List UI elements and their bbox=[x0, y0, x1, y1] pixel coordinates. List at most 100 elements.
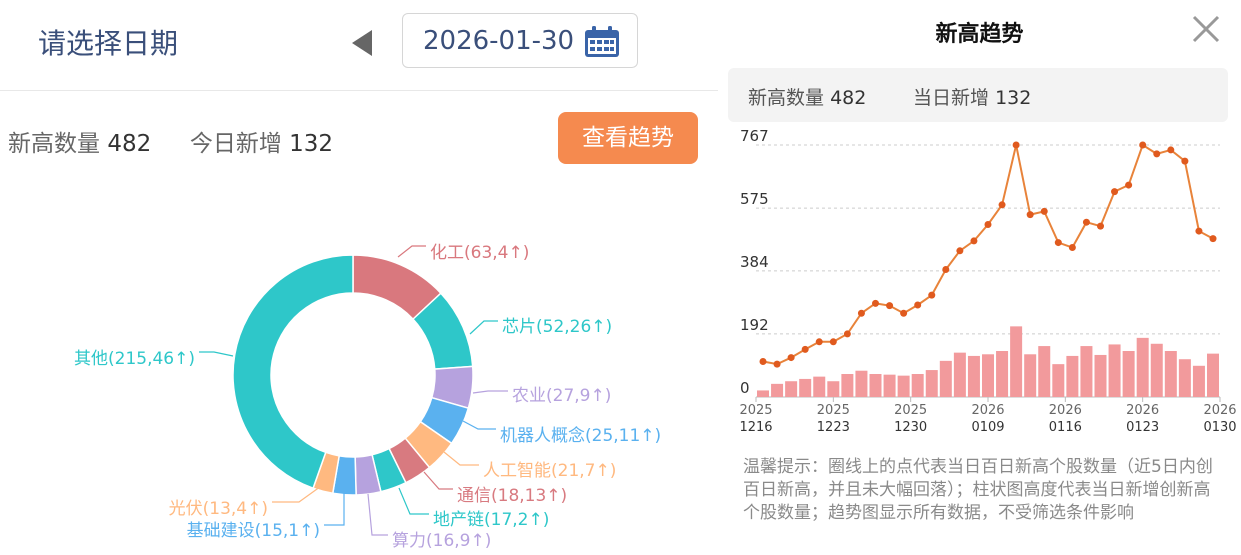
donut-leader-line bbox=[397, 245, 426, 258]
x-tick-year: 2026 bbox=[1203, 403, 1236, 418]
summary-new-high-label: 新高数量 bbox=[748, 87, 825, 109]
donut-leader-line bbox=[199, 351, 234, 357]
trend-point bbox=[1012, 141, 1020, 149]
trend-bar bbox=[1066, 355, 1079, 397]
trend-point bbox=[829, 338, 837, 346]
trend-point bbox=[956, 247, 964, 255]
trend-panel: 新高趋势 新高数量 482 当日新增 132 767 575 384 192 0 2025… bbox=[718, 0, 1241, 555]
trend-chart: 767 575 384 192 0 2025 1216 2025 1223 2025 1230 202… bbox=[739, 127, 1236, 435]
trend-line bbox=[762, 143, 1214, 366]
trend-point bbox=[1026, 211, 1034, 219]
trend-bar bbox=[897, 375, 910, 397]
today-new-value: 132 bbox=[289, 131, 334, 157]
calendar-icon[interactable] bbox=[584, 26, 620, 58]
x-tick-date: 0116 bbox=[1049, 420, 1082, 435]
x-tick-year: 2026 bbox=[1049, 403, 1082, 418]
y-tick-label: 0 bbox=[740, 379, 750, 397]
donut-leader-line bbox=[423, 471, 453, 490]
trend-bar bbox=[925, 370, 938, 397]
x-tick-date: 1230 bbox=[894, 420, 927, 435]
trend-bar bbox=[982, 354, 994, 397]
trend-bar bbox=[799, 378, 812, 397]
trend-bar bbox=[813, 376, 826, 397]
trend-bar bbox=[841, 374, 854, 397]
trend-point bbox=[1209, 235, 1217, 243]
donut-leader-line bbox=[443, 451, 479, 466]
close-icon[interactable] bbox=[1190, 13, 1222, 45]
trend-bar bbox=[827, 381, 840, 397]
sector-panel: 请选择日期 2026-01-30 新高数量 482 今日新增 132 查看趋势 … bbox=[0, 13, 718, 551]
trend-point bbox=[759, 358, 767, 366]
trend-bar bbox=[939, 360, 952, 397]
x-tick-date: 0109 bbox=[971, 420, 1004, 435]
trend-bar bbox=[771, 383, 784, 397]
trend-point bbox=[773, 360, 781, 368]
x-tick-date: 0130 bbox=[1203, 420, 1236, 435]
trend-point bbox=[900, 309, 908, 317]
donut-label: 芯片(52,26↑) bbox=[502, 317, 612, 337]
trend-point bbox=[998, 201, 1006, 209]
trend-point bbox=[1082, 218, 1090, 226]
donut-leader-line bbox=[472, 390, 508, 394]
trend-bar bbox=[1010, 326, 1023, 397]
trend-bar bbox=[1136, 337, 1149, 397]
trend-bar bbox=[953, 352, 966, 397]
trend-point bbox=[787, 354, 795, 362]
y-tick-label: 575 bbox=[740, 190, 769, 208]
trend-bar bbox=[855, 370, 868, 397]
summary-today: 当日新增 132 bbox=[913, 83, 1031, 110]
y-tick-label: 767 bbox=[740, 127, 769, 145]
x-tick-date: 1223 bbox=[817, 420, 850, 435]
trend-point bbox=[1153, 150, 1161, 158]
trend-bar bbox=[1052, 364, 1065, 397]
new-high-label: 新高数量 bbox=[8, 131, 100, 157]
view-trend-button[interactable]: 查看趋势 bbox=[558, 112, 698, 164]
donut-label: 农业(27,9↑) bbox=[512, 386, 611, 406]
tip-text: 温馨提示：圈线上的点代表当日百日新高个股数量（近5日内创百日新高，并且未大幅回落… bbox=[743, 457, 1213, 523]
triangle-left-icon[interactable] bbox=[352, 30, 372, 56]
trend-bar bbox=[1150, 343, 1163, 397]
date-picker[interactable]: 2026-01-30 bbox=[402, 13, 638, 68]
donut-label: 基础建设(15,1↑) bbox=[187, 521, 320, 541]
trend-bar bbox=[883, 374, 896, 397]
x-tick-date: 1216 bbox=[739, 420, 772, 435]
trend-bar bbox=[1207, 353, 1219, 397]
trend-bar bbox=[911, 374, 924, 397]
trend-summary: 新高数量 482 当日新增 132 bbox=[728, 68, 1228, 122]
trend-bar bbox=[967, 355, 980, 397]
trend-point bbox=[1040, 207, 1048, 215]
stats-line: 新高数量 482 今日新增 132 bbox=[8, 124, 333, 158]
trend-point bbox=[1111, 188, 1119, 196]
trend-point bbox=[914, 301, 922, 309]
trend-bar bbox=[1094, 354, 1107, 397]
trend-bar bbox=[996, 351, 1009, 397]
donut-leader-line bbox=[398, 487, 429, 515]
trend-point bbox=[984, 221, 992, 229]
x-tick-year: 2026 bbox=[1126, 403, 1159, 418]
donut-leader-line bbox=[367, 493, 388, 536]
donut-label: 人工智能(21,7↑) bbox=[483, 461, 616, 481]
trend-point bbox=[1125, 181, 1133, 189]
summary-today-label: 当日新增 bbox=[913, 87, 990, 109]
trend-point bbox=[1195, 227, 1203, 235]
donut-label: 机器人概念(25,11↑) bbox=[500, 425, 661, 446]
trend-bar bbox=[1024, 354, 1037, 397]
trend-point bbox=[1181, 157, 1189, 165]
x-tick-year: 2025 bbox=[894, 403, 927, 418]
y-tick-label: 192 bbox=[740, 316, 769, 334]
x-tick-year: 2025 bbox=[817, 403, 850, 418]
trend-point bbox=[843, 330, 851, 338]
x-tick-year: 2026 bbox=[971, 403, 1004, 418]
date-value: 2026-01-30 bbox=[423, 26, 575, 56]
y-tick-label: 384 bbox=[740, 253, 769, 271]
trend-bar bbox=[1178, 359, 1191, 397]
summary-today-value: 132 bbox=[995, 87, 1032, 109]
trend-point bbox=[942, 266, 950, 274]
today-new-label: 今日新增 bbox=[189, 131, 282, 157]
trend-bar bbox=[1108, 344, 1121, 397]
trend-point bbox=[815, 338, 823, 346]
summary-new-high: 新高数量 482 bbox=[748, 83, 866, 110]
donut-label: 其他(215,46↑) bbox=[74, 349, 195, 369]
donut-leader-line bbox=[324, 493, 345, 526]
divider bbox=[0, 90, 718, 91]
